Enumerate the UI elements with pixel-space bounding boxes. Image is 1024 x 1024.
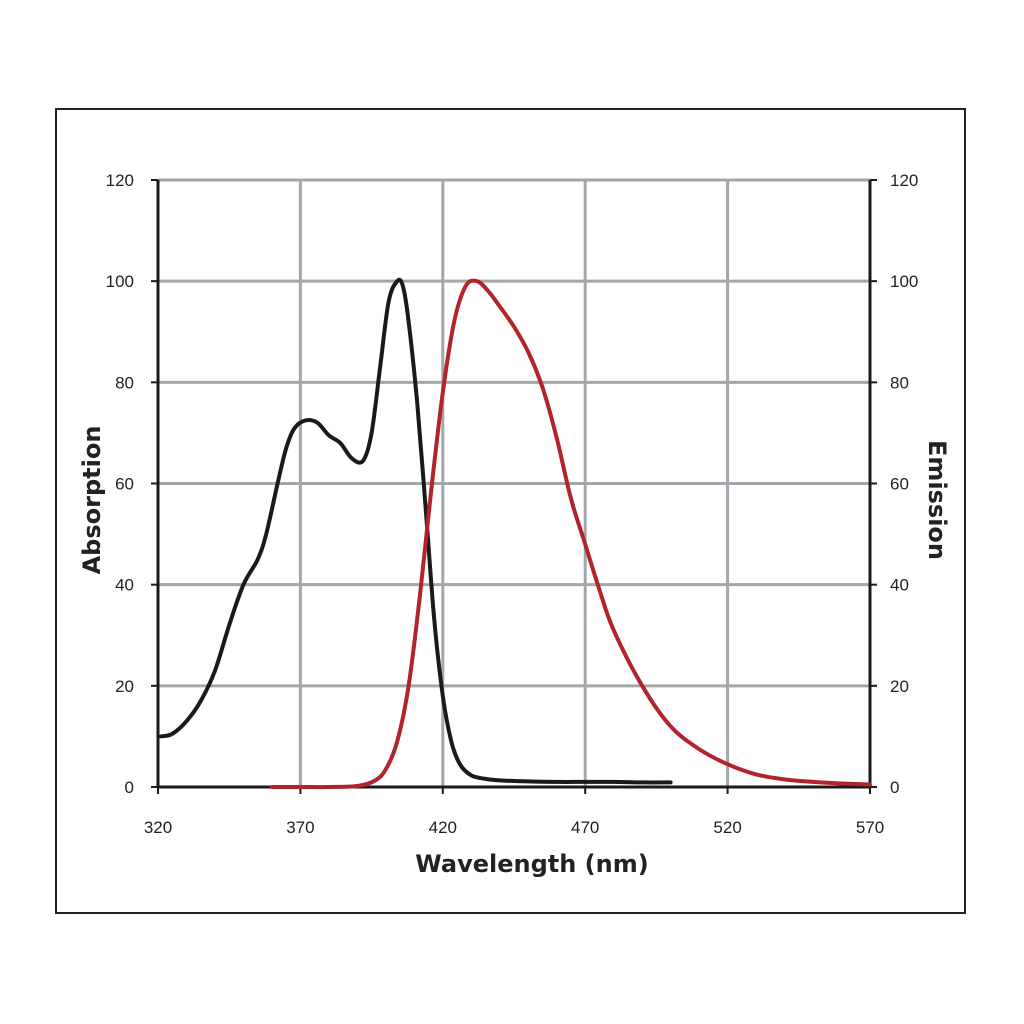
y2-tick-label: 80 (890, 373, 909, 392)
y2-tick-label: 0 (890, 778, 899, 797)
grid (158, 178, 870, 787)
x-axis-label: Wavelength (nm) (415, 850, 648, 878)
y2-tick-label: 40 (890, 576, 909, 595)
y-tick-label: 60 (115, 475, 134, 494)
series-lines (158, 277, 872, 790)
y2-tick-label: 120 (890, 171, 918, 190)
y-tick-label: 120 (106, 171, 134, 190)
x-tick-label: 520 (713, 818, 741, 837)
y-axis-label: Absorption (78, 426, 106, 575)
x-tick-label: 570 (856, 818, 884, 837)
y2-tick-label: 20 (890, 677, 909, 696)
y-tick-label: 80 (115, 373, 134, 392)
x-tick-label: 320 (144, 818, 172, 837)
x-tick-label: 370 (286, 818, 314, 837)
y2-tick-label: 100 (890, 272, 918, 291)
y-tick-label: 100 (106, 272, 134, 291)
y2-tick-label: 60 (890, 475, 909, 494)
y-tick-label: 20 (115, 677, 134, 696)
emission-series-line (269, 278, 872, 790)
x-tick-label: 420 (429, 818, 457, 837)
axes (151, 179, 877, 794)
x-tick-label: 470 (571, 818, 599, 837)
tick-labels: 0 20 40 60 80 100 120 0 20 40 60 80 100 120 320 370 420 4… (106, 171, 919, 837)
y-tick-label: 40 (115, 576, 134, 595)
y2-axis-label: Emission (923, 440, 951, 560)
y-tick-label: 0 (125, 778, 134, 797)
absorption-series-line (158, 277, 673, 785)
